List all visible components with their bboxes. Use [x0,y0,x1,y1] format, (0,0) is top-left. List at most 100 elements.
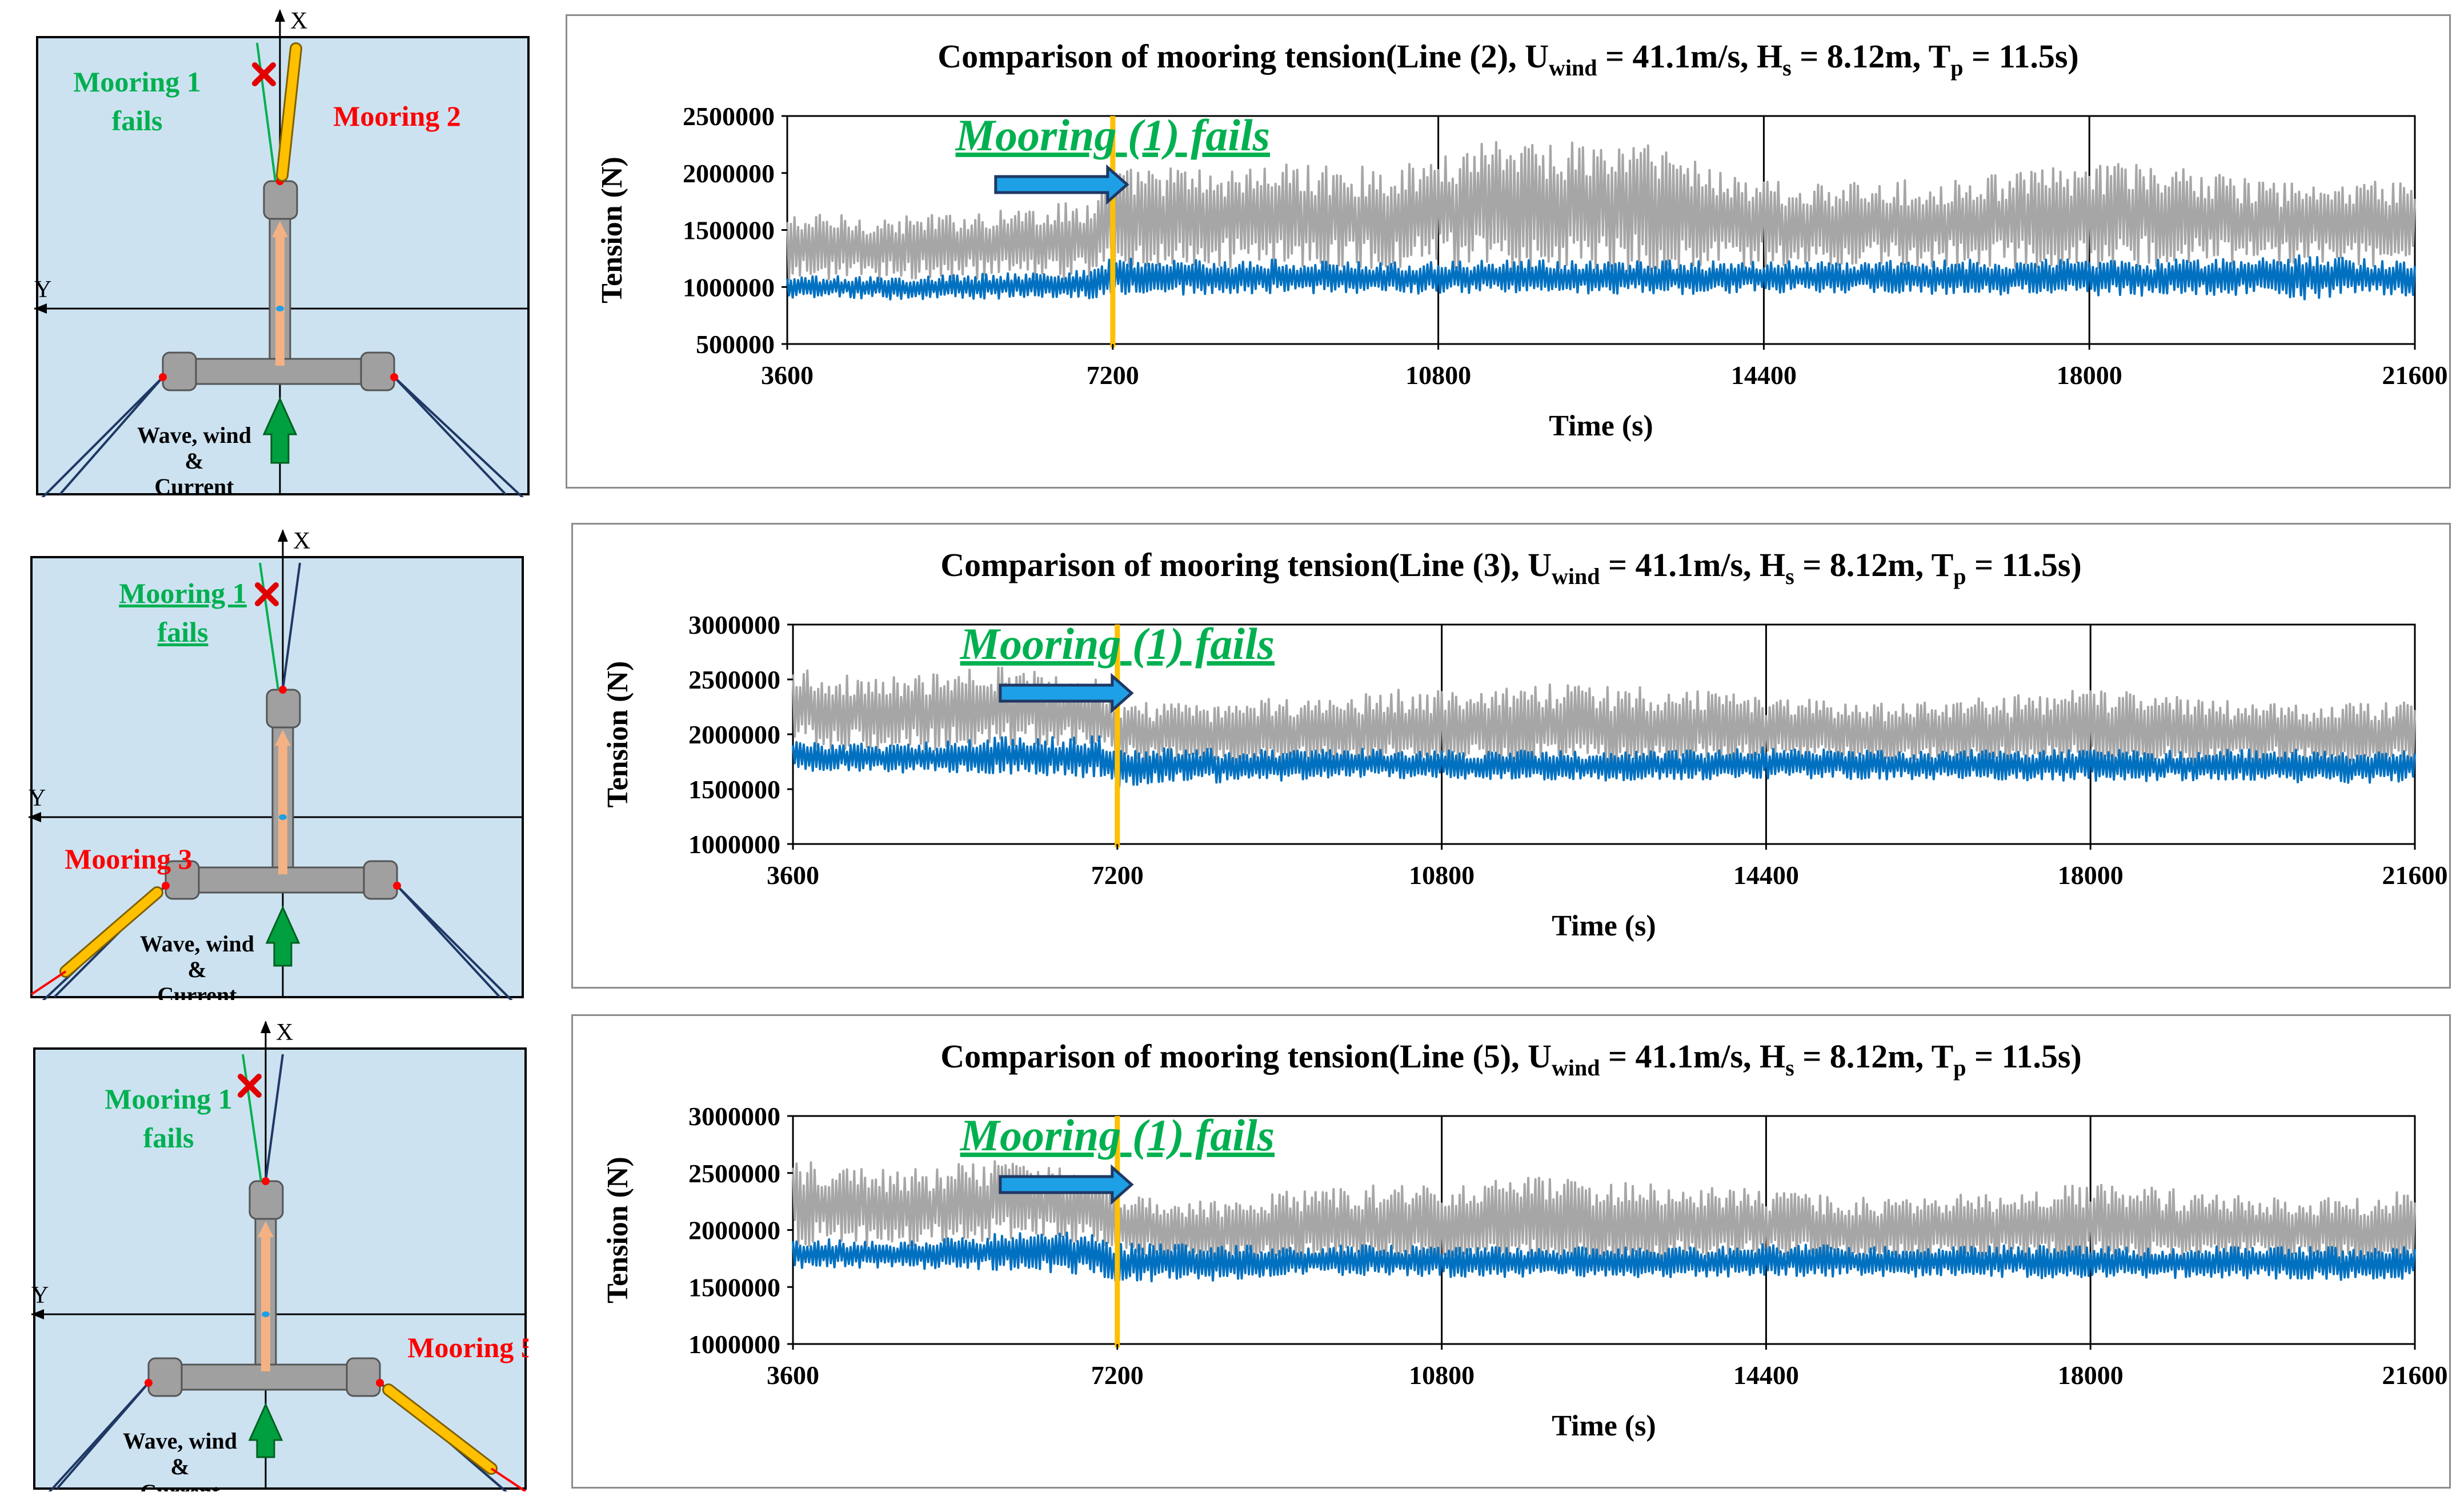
x-tick-label: 3600 [767,1361,819,1390]
platform-node [162,351,197,391]
x-axis-arrow-icon [275,9,285,22]
title-prefix: Comparison of mooring tension(Line (2), … [937,38,1549,75]
mooring-line-4 [56,1382,150,1490]
title-mid1: = 41.1m/s, H [1600,546,1786,583]
title-sub1: wind [1552,1055,1600,1081]
mooring-line-5 [396,885,513,1000]
x-tick-label: 21600 [2382,361,2448,390]
series-blue-line [786,254,2416,301]
mooring-line-4 [59,376,164,495]
fairlead-point [393,882,401,890]
chart-panel-line-5: Comparison of mooring tension(Line (5), … [571,1014,2451,1489]
tension-arrow-icon [278,44,301,180]
center-mark [276,306,284,311]
y-axis-label: Y [31,1282,49,1309]
failure-x-icon [255,582,279,606]
highlighted-mooring-label: Mooring 2 [333,100,461,132]
y-axis-label: Tension (N) [596,157,628,303]
series-blue-line [792,1231,2416,1283]
x-tick-label: 21600 [2382,1361,2448,1390]
tension-arrow-icon [384,1385,496,1473]
mooring-line-6 [393,376,507,495]
column-arrow-head [258,1221,274,1237]
y-tick-label: 1500000 [688,775,780,804]
y-axis-arrow-icon [31,1309,44,1319]
chart-title: Comparison of mooring tension(Line (3), … [940,546,2082,589]
schematic-panel-2: X Y Mooring 1 fails Mooring 3 Wave, wind & Curr… [29,526,526,1000]
y-axis-arrow-icon [34,303,47,314]
y-tick-label: 3000000 [688,1102,780,1131]
load-label-line2: & [187,957,206,982]
y-tick-label: 1500000 [688,1273,780,1302]
failure-annotation: Mooring (1) fails [959,619,1275,669]
x-tick-label: 7200 [1091,861,1144,890]
x-axis-label: X [290,8,307,34]
x-tick-label: 10800 [1409,861,1475,890]
platform-node [147,1357,183,1397]
x-tick-label: 14400 [1733,1361,1799,1390]
y-tick-label: 2000000 [683,159,775,188]
load-label-line3: Current [154,474,234,497]
failed-mooring-label-line2: fails [112,105,163,137]
mooring-extension [490,1467,527,1491]
x-tick-label: 7200 [1087,361,1139,390]
x-axis-label: Time (s) [1552,910,1656,942]
failure-x-icon [238,1074,262,1098]
title-mid2: = 8.12m, T [1794,546,1954,583]
tension-chart: Comparison of mooring tension(Line (3), … [602,546,2448,942]
x-axis-label: Time (s) [1552,1410,1656,1442]
load-label-line2: & [170,1454,189,1479]
failed-mooring-label-line2: fails [158,616,209,648]
title-sub3: p [1953,1055,1966,1081]
mooring-line-3 [41,376,164,497]
title-prefix: Comparison of mooring tension(Line (3), … [940,546,1552,583]
x-axis-arrow-icon [261,1021,271,1033]
title-sub2: s [1782,55,1792,81]
y-axis-label: Tension (N) [602,661,634,808]
failure-annotation: Mooring (1) fails [959,1110,1275,1160]
y-axis-label: Tension (N) [602,1157,634,1303]
title-mid1: = 41.1m/s, H [1597,38,1783,75]
mooring-line-1 [242,1054,262,1182]
center-mark [262,1311,270,1317]
chart-title: Comparison of mooring tension(Line (2), … [937,38,2079,81]
chart-panel-line-3: Comparison of mooring tension(Line (3), … [571,523,2451,989]
y-tick-label: 2000000 [688,1216,780,1245]
x-axis-label: X [276,1019,293,1046]
fairlead-point [279,686,287,694]
x-tick-label: 18000 [2057,361,2122,390]
tension-chart: Comparison of mooring tension(Line (2), … [596,38,2448,442]
y-tick-label: 1500000 [683,216,775,245]
title-sub2: s [1785,1055,1794,1081]
schematic-diagram: X Y Mooring 1 fails Mooring 5 Wave, wind&Curr… [31,1019,528,1491]
failed-mooring-label-line1: Mooring 1 [105,1083,233,1115]
title-sub1: wind [1549,55,1597,81]
mooring-line-5 [393,376,524,497]
mooring-line-1 [259,562,279,690]
x-tick-label: 18000 [2058,1361,2124,1390]
fairlead-point [162,882,170,890]
schematic-diagram: X Y Mooring 1 fails Mooring 3 Wave, wind&Curr… [29,528,524,1000]
title-suffix: = 11.5s) [1966,546,2082,583]
x-tick-label: 14400 [1733,861,1799,890]
platform-node [363,860,398,900]
column-arrow-head [272,221,288,237]
sea-area [33,1047,527,1490]
fairlead-point [159,373,167,381]
x-tick-label: 18000 [2058,861,2124,890]
title-sub3: p [1953,563,1966,589]
x-tick-label: 21600 [2382,861,2448,890]
x-tick-label: 10800 [1409,1361,1475,1390]
chart-panel-line-2: Comparison of mooring tension(Line (2), … [566,14,2451,489]
failed-mooring-label-line2: fails [143,1122,194,1154]
failure-arrow-icon [994,164,1129,205]
failed-mooring-label-line1: Mooring 1 [119,577,247,609]
y-tick-label: 2500000 [683,102,775,131]
title-prefix: Comparison of mooring tension(Line (5), … [940,1038,1552,1075]
x-axis-label: Time (s) [1549,410,1653,442]
title-mid1: = 41.1m/s, H [1600,1038,1786,1075]
load-label-line3: Current [140,1479,220,1491]
y-tick-label: 1000000 [688,830,780,859]
load-label-line3: Current [157,982,237,1000]
highlighted-mooring-label: Mooring 3 [65,843,193,875]
